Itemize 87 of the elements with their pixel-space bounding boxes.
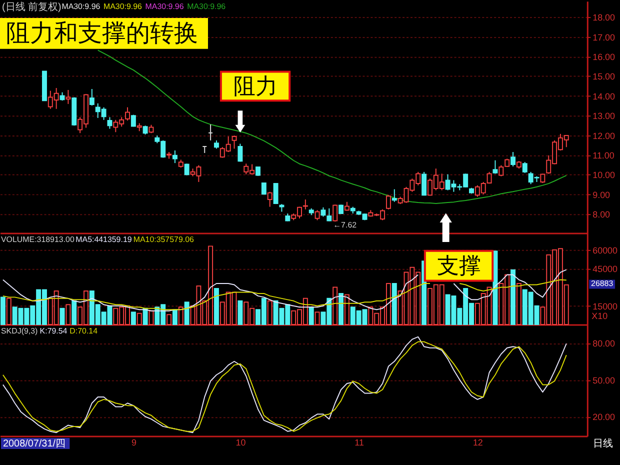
y-tick-label: 80.00 bbox=[592, 338, 616, 348]
candlestick bbox=[273, 183, 278, 205]
annotation: ←7.62 bbox=[333, 220, 358, 230]
annotation: MA30:9.96 bbox=[104, 2, 143, 12]
bar bbox=[516, 283, 522, 326]
annotation: VOLUME:318913.00 bbox=[0, 234, 75, 244]
y-tick-label: 60000 bbox=[592, 245, 618, 256]
candlestick bbox=[267, 191, 272, 208]
x-tick-label: 9 bbox=[131, 437, 136, 448]
candlestick bbox=[238, 143, 243, 162]
y-tick-label: 17.00 bbox=[592, 32, 616, 42]
candlestick bbox=[89, 88, 94, 106]
text: K:79.54 bbox=[40, 326, 68, 336]
y-tick-label: 16.00 bbox=[592, 52, 616, 62]
candlestick bbox=[184, 163, 190, 176]
candlestick bbox=[522, 162, 528, 174]
candlestick bbox=[392, 188, 397, 202]
candlestick bbox=[232, 134, 237, 150]
y-tick-label: 11.00 bbox=[592, 150, 614, 160]
annotation: 阻力 bbox=[233, 74, 278, 99]
bar bbox=[142, 308, 148, 326]
x-tick-label: 11 bbox=[354, 437, 364, 448]
annotation: MA30:9.96 bbox=[62, 2, 101, 12]
candlestick bbox=[492, 160, 498, 174]
y-axis-title: X10 bbox=[592, 311, 608, 322]
candlestick bbox=[332, 204, 338, 222]
y-tick-label: 8.00 bbox=[592, 210, 610, 220]
bar bbox=[332, 286, 338, 326]
text: 26883 bbox=[591, 279, 614, 288]
candlestick bbox=[540, 173, 546, 184]
candlestick bbox=[125, 106, 130, 122]
bar bbox=[510, 269, 516, 326]
bar bbox=[72, 300, 77, 326]
bar bbox=[172, 309, 178, 326]
candlestick bbox=[107, 116, 112, 130]
y-tick-label: 9.00 bbox=[592, 190, 610, 200]
bar bbox=[392, 283, 397, 326]
annotation: (日线 前复权) bbox=[2, 1, 62, 14]
text: MA5:441359.19 bbox=[76, 234, 132, 244]
candlestick bbox=[261, 182, 266, 195]
y-tick-label: 50.00 bbox=[592, 375, 616, 386]
bar bbox=[60, 308, 65, 326]
bar bbox=[0, 296, 6, 326]
bar bbox=[136, 312, 142, 326]
y-tick-label: 10.00 bbox=[592, 170, 616, 180]
y-tick-label: 13.00 bbox=[592, 111, 616, 122]
bar bbox=[178, 306, 184, 326]
line-series bbox=[97, 50, 567, 204]
bar bbox=[267, 300, 272, 326]
annotation: SKDJ(9,3) bbox=[0, 326, 38, 336]
text: 2008/07/31/四 bbox=[2, 438, 66, 450]
text: MA10:357579.06 bbox=[133, 234, 195, 244]
candlestick bbox=[66, 89, 71, 104]
bar bbox=[148, 310, 154, 326]
bar bbox=[308, 306, 314, 326]
bar bbox=[238, 300, 243, 326]
bar bbox=[166, 314, 172, 326]
text: 日线 bbox=[593, 437, 614, 450]
candlestick bbox=[172, 150, 178, 164]
bar bbox=[6, 298, 12, 326]
bar bbox=[66, 304, 71, 326]
y-tick-label: 14.00 bbox=[592, 91, 616, 102]
text: 阻力和支撑的转换 bbox=[6, 20, 198, 47]
bar bbox=[338, 292, 344, 326]
y-tick-label: 15000 bbox=[592, 301, 618, 312]
text: MA30:9.96 bbox=[187, 2, 226, 12]
bar bbox=[344, 294, 350, 326]
y-tick-label: 15.00 bbox=[592, 72, 616, 82]
text: D:70.14 bbox=[70, 326, 98, 336]
candlestick bbox=[314, 210, 320, 221]
y-tick-label: 12.00 bbox=[592, 130, 616, 141]
candlestick bbox=[422, 171, 427, 196]
bar bbox=[184, 302, 190, 326]
bar bbox=[130, 312, 136, 326]
candlestick bbox=[386, 194, 391, 210]
candlestick bbox=[326, 208, 332, 222]
x-tick-label: 12 bbox=[472, 437, 483, 448]
annotation: 支撑 bbox=[436, 252, 481, 278]
y-tick-label: 20.00 bbox=[592, 412, 616, 422]
y-tick-label: 45000 bbox=[592, 264, 618, 274]
y-tick-label: 18.00 bbox=[592, 12, 616, 23]
bar bbox=[214, 288, 219, 326]
candlestick bbox=[320, 206, 326, 218]
candlestick bbox=[510, 152, 516, 167]
bar bbox=[314, 312, 320, 326]
x-tick-label: 10 bbox=[236, 437, 246, 448]
annotation: MA30:9.96 bbox=[145, 2, 184, 12]
